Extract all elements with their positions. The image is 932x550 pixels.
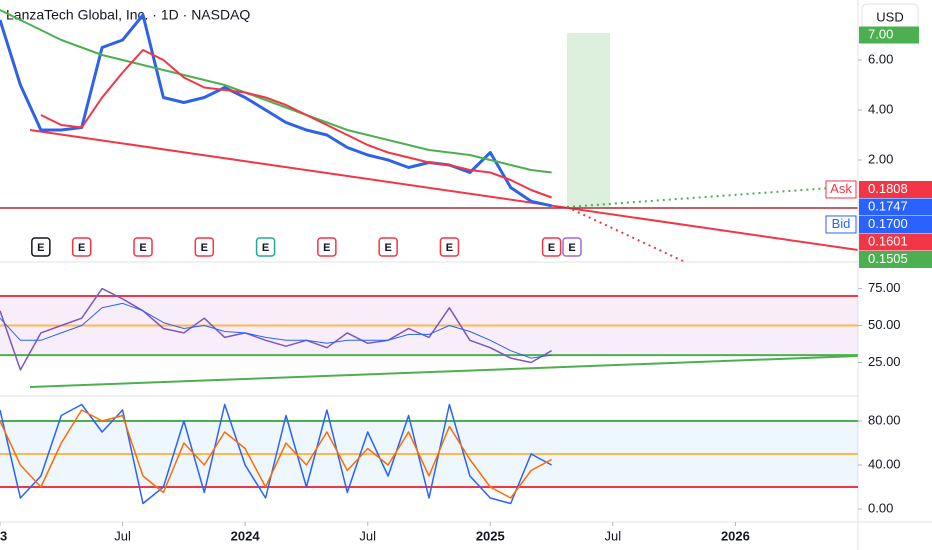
earnings-badge-label: E xyxy=(548,242,555,254)
price-tag-name-box xyxy=(825,215,857,234)
earnings-badge: E xyxy=(71,237,92,257)
x-tick-label: 2026 xyxy=(721,528,750,543)
target-tag-label: 7.00 xyxy=(868,26,893,41)
price-tag-label: 0.1808 xyxy=(868,181,908,196)
earnings-badge-label: E xyxy=(201,242,208,254)
earnings-badge-box xyxy=(378,237,398,257)
earnings-badge-label: E xyxy=(78,242,85,254)
price-tag-name: Ask xyxy=(830,181,852,196)
y-tick-label: 2.00 xyxy=(868,151,893,166)
earnings-badge: E xyxy=(133,237,153,257)
earnings-badge-box xyxy=(439,237,460,257)
y-tick-label: 75.00 xyxy=(868,280,901,295)
series-line xyxy=(0,409,552,499)
y-tick-label: 50.00 xyxy=(868,317,901,332)
earnings-badge-label: E xyxy=(323,242,330,254)
price-tag-label: 0.1601 xyxy=(868,233,908,248)
price-tag-label: 0.1700 xyxy=(868,216,908,231)
price-tag xyxy=(859,250,932,268)
price-tag xyxy=(859,198,932,216)
chart-title: LanzaTech Global, Inc. · 1D · NASDAQ xyxy=(6,7,250,23)
long-position-box xyxy=(567,33,610,207)
y-tick-label: 80.00 xyxy=(868,412,901,427)
series-line xyxy=(0,287,552,371)
target-tag xyxy=(859,26,919,44)
earnings-badge-label: E xyxy=(384,242,391,254)
trend-line xyxy=(29,129,859,251)
earnings-badge-box xyxy=(317,237,337,257)
earnings-badge-label: E xyxy=(446,242,453,254)
earnings-badge: E xyxy=(317,237,337,257)
x-tick-label: 2024 xyxy=(231,528,261,543)
price-tag-label: 0.1505 xyxy=(868,251,908,266)
y-tick-label: 6.00 xyxy=(868,51,893,66)
y-tick-label: 0.00 xyxy=(868,500,893,515)
earnings-badge-label: E xyxy=(568,242,575,254)
series-line xyxy=(0,403,552,505)
earnings-badge: E xyxy=(541,237,562,257)
rsi-trend-line xyxy=(29,355,859,388)
y-tick-label: 25.00 xyxy=(868,354,901,369)
currency-label: USD xyxy=(876,9,903,24)
earnings-badge-label: E xyxy=(262,242,269,254)
price-tag xyxy=(859,233,932,251)
earnings-badge: E xyxy=(378,237,398,257)
price-tag xyxy=(859,215,932,233)
projection-up xyxy=(566,185,859,208)
series-line xyxy=(40,49,552,199)
x-tick-label: Jul xyxy=(114,528,131,543)
earnings-badge: E xyxy=(31,237,51,257)
series-line xyxy=(0,13,552,208)
y-tick-label: 40.00 xyxy=(868,456,901,471)
earnings-badge-box xyxy=(562,237,582,257)
projection-down xyxy=(566,206,686,263)
y-tick-label: 4.00 xyxy=(868,101,893,116)
earnings-badge-box xyxy=(71,237,92,257)
price-tag-label: 0.1747 xyxy=(868,198,908,213)
price-tag xyxy=(859,180,932,198)
price-tag-name: Bid xyxy=(832,216,851,231)
series-line xyxy=(0,302,552,359)
series-line xyxy=(0,9,552,174)
earnings-badge-label: E xyxy=(37,242,44,254)
earnings-badge: E xyxy=(562,237,582,257)
x-tick-label: Jul xyxy=(605,528,622,543)
earnings-badge-box xyxy=(133,237,153,257)
x-tick-label: 23 xyxy=(0,528,7,543)
x-tick-label: 2025 xyxy=(476,528,505,543)
earnings-badge-box xyxy=(255,237,276,257)
earnings-badge-box xyxy=(194,237,215,257)
earnings-badge: E xyxy=(439,237,460,257)
earnings-badge: E xyxy=(255,237,276,257)
earnings-badge-box xyxy=(31,237,51,257)
earnings-badge-box xyxy=(541,237,562,257)
x-tick-label: Jul xyxy=(359,528,376,543)
price-tag-name-box xyxy=(825,180,857,199)
earnings-badge: E xyxy=(194,237,215,257)
earnings-badge-label: E xyxy=(139,242,146,254)
